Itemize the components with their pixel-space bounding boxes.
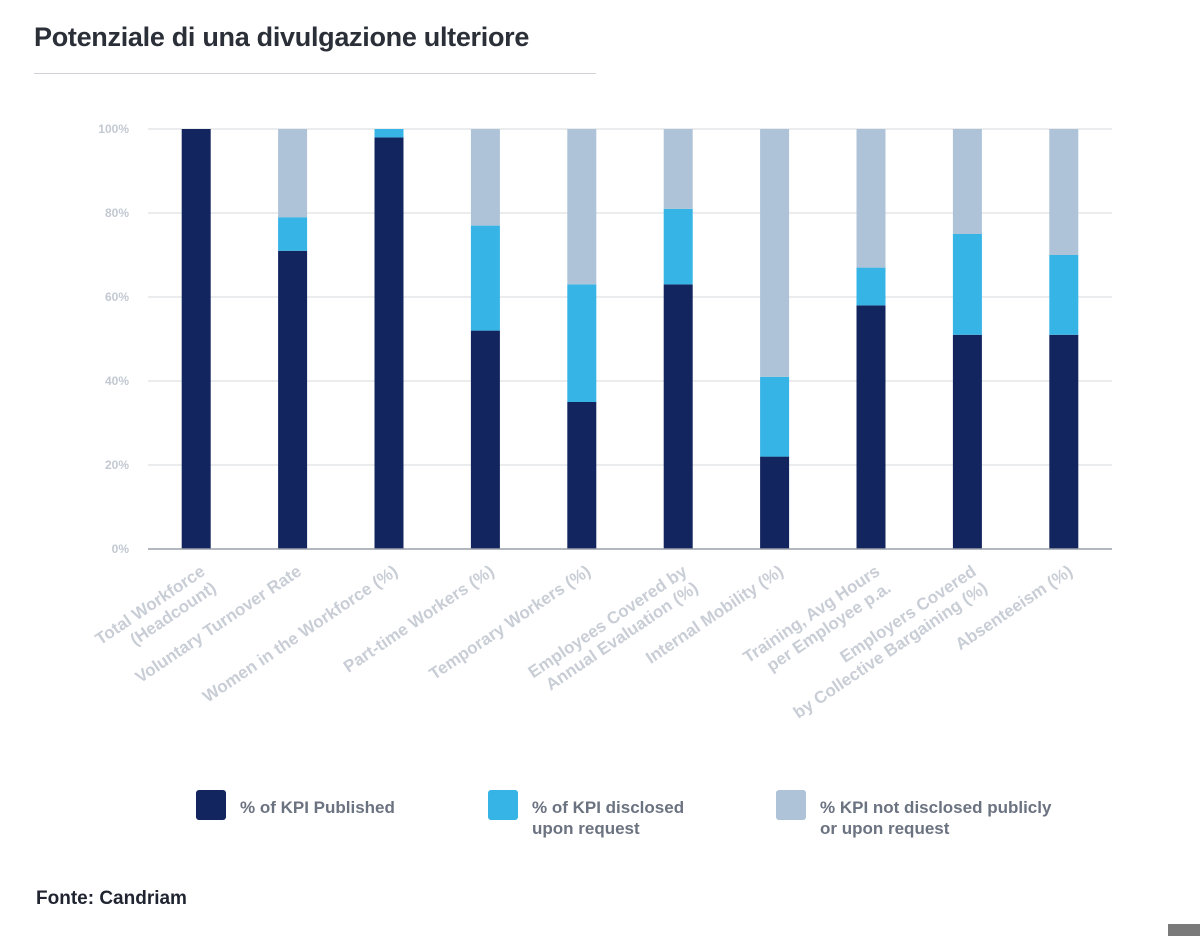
legend-item-published: % of KPI Published — [196, 790, 395, 820]
title-divider — [34, 73, 596, 74]
bar-segment-not-disclosed — [1049, 129, 1079, 255]
bar-segment-published — [856, 305, 886, 549]
bar-segment-not-disclosed — [567, 129, 597, 285]
x-tick-label-line: Employees Covered by — [525, 561, 691, 682]
y-tick-label: 0% — [112, 542, 130, 556]
bar-segment-on-request — [760, 376, 790, 457]
bar-segment-on-request — [567, 284, 597, 402]
legend-label: % of KPI disclosed — [532, 798, 685, 817]
bar-segment-published — [760, 456, 790, 549]
x-tick-label-group: Women in the Workforce (%) — [199, 562, 401, 707]
y-tick-label: 60% — [105, 290, 129, 304]
bar-segment-not-disclosed — [470, 129, 500, 226]
y-tick-label: 100% — [98, 122, 129, 136]
bar-segment-published — [278, 250, 308, 550]
bar-segment-published — [567, 402, 597, 549]
legend-label: % of KPI Published — [240, 798, 395, 817]
bar-segment-on-request — [470, 225, 500, 331]
legend-item-on-request: % of KPI disclosed upon request — [488, 790, 684, 839]
legend-item-not-disclosed: % KPI not disclosed publicly or upon req… — [776, 790, 1051, 839]
bar-segment-published — [181, 129, 211, 549]
x-tick-label-group: Total Workforce(Headcount) — [92, 562, 220, 666]
bar-segment-published — [663, 284, 693, 549]
stacked-bar-chart: 0% 20% 40% 60% 80% 100% Total Workforce(Headco… — [92, 122, 1112, 722]
bar-segment-on-request — [952, 234, 982, 335]
bar-segment-on-request — [663, 208, 693, 285]
bar-segment-on-request — [856, 267, 886, 306]
legend-swatch-not-disclosed — [776, 790, 806, 820]
legend-swatch-on-request — [488, 790, 518, 820]
x-tick-label: Women in the Workforce (%) — [199, 562, 401, 707]
bar-segment-on-request — [278, 217, 308, 251]
bar-segment-not-disclosed — [952, 129, 982, 234]
bar-segment-not-disclosed — [663, 129, 693, 209]
bar-segment-not-disclosed — [278, 129, 308, 218]
source-note: Fonte: Candriam — [36, 888, 187, 909]
bar-segment-not-disclosed — [856, 129, 886, 268]
bar-segment-not-disclosed — [760, 129, 790, 377]
legend-label-line2: or upon request — [820, 819, 950, 838]
x-tick-label-line: Women in the Workforce (%) — [199, 562, 401, 707]
legend-swatch-published — [196, 790, 226, 820]
bar-segment-published — [1049, 334, 1079, 549]
x-tick-label: Total Workforce(Headcount) — [92, 562, 220, 666]
bar-segment-published — [952, 334, 982, 549]
chart-legend: % of KPI Published % of KPI disclosed up… — [0, 790, 1200, 850]
y-tick-label: 40% — [105, 374, 129, 388]
legend-label-line2: upon request — [532, 819, 640, 838]
y-tick-label: 80% — [105, 206, 129, 220]
legend-label: % KPI not disclosed publicly — [820, 798, 1052, 817]
bar-segment-published — [470, 330, 500, 549]
corner-mark — [1168, 924, 1200, 936]
bar-segment-on-request — [1049, 255, 1079, 335]
chart-title: Potenziale di una divulgazione ulteriore — [34, 22, 530, 52]
bar-segment-on-request — [374, 129, 404, 138]
y-tick-label: 20% — [105, 458, 129, 472]
bar-segment-published — [374, 137, 404, 549]
